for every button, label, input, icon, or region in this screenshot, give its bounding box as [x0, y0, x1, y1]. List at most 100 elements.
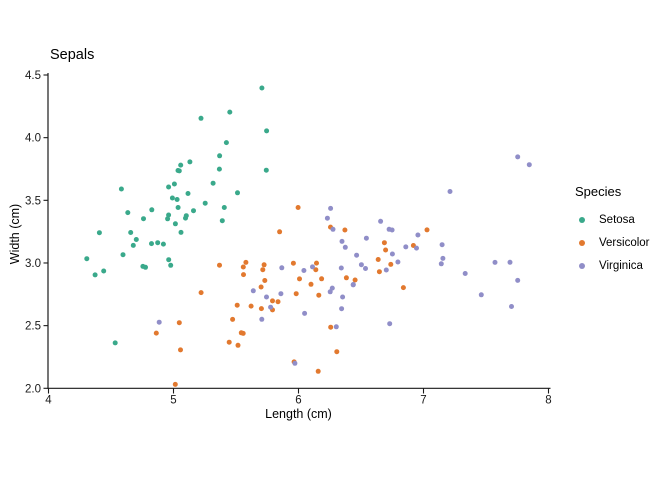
data-point-versicolor — [383, 247, 389, 253]
data-point-setosa — [168, 262, 174, 268]
data-point-versicolor — [270, 298, 275, 304]
data-point-virginica — [354, 252, 360, 258]
data-point-virginica — [439, 242, 445, 248]
legend-dot-setosa-icon — [579, 216, 585, 223]
data-point-versicolor — [235, 342, 241, 348]
data-point-virginica — [264, 294, 269, 300]
data-point-versicolor — [314, 260, 319, 266]
data-point-versicolor — [240, 264, 246, 270]
data-point-setosa — [125, 210, 131, 216]
data-point-setosa — [155, 240, 161, 246]
data-point-setosa — [191, 208, 196, 214]
data-point-versicolor — [260, 267, 266, 273]
data-point-versicolor — [248, 303, 254, 309]
data-point-versicolor — [376, 269, 382, 275]
data-point-virginica — [447, 189, 453, 194]
x-tick-label: 4 — [45, 395, 52, 407]
data-point-versicolor — [226, 339, 232, 345]
data-point-virginica — [378, 218, 384, 224]
data-point-setosa — [96, 230, 102, 236]
y-tick-label: 2.0 — [25, 383, 41, 395]
data-point-virginica — [363, 266, 368, 271]
data-point-virginica — [386, 226, 392, 232]
data-point-setosa — [160, 241, 166, 247]
data-point-setosa — [149, 207, 155, 213]
data-point-versicolor — [400, 285, 406, 291]
y-axis-label: Width (cm) — [8, 203, 22, 265]
data-point-versicolor — [424, 227, 430, 233]
data-point-virginica — [478, 292, 484, 298]
legend-title: Species — [575, 184, 622, 199]
data-point-setosa — [210, 180, 216, 186]
data-point-virginica — [414, 245, 419, 251]
data-point-setosa — [227, 109, 233, 115]
data-point-virginica — [389, 251, 395, 257]
data-point-setosa — [169, 195, 175, 201]
data-point-setosa — [149, 241, 154, 247]
data-point-versicolor — [241, 272, 246, 278]
data-point-virginica — [415, 232, 421, 238]
y-tick-label: 4.5 — [25, 70, 41, 82]
data-point-virginica — [387, 321, 393, 327]
data-point-virginica — [278, 291, 284, 297]
data-point-virginica — [292, 360, 298, 366]
data-point-versicolor — [343, 275, 349, 281]
data-point-virginica — [339, 238, 345, 244]
legend-label-virginica: Virginica — [599, 259, 643, 272]
data-point-virginica — [302, 310, 308, 316]
data-point-virginica — [338, 265, 344, 271]
data-point-virginica — [156, 319, 162, 325]
data-point-versicolor — [316, 292, 322, 298]
data-point-virginica — [403, 244, 409, 250]
data-point-versicolor — [352, 277, 358, 283]
data-point-versicolor — [328, 324, 334, 330]
data-point-versicolor — [375, 257, 381, 262]
y-tick-label: 3.0 — [25, 258, 41, 270]
data-point-virginica — [340, 294, 346, 300]
data-point-setosa — [178, 162, 184, 168]
data-point-virginica — [363, 235, 369, 241]
legend-entry-virginica: Virginica — [575, 254, 650, 277]
data-point-virginica — [327, 289, 333, 295]
data-point-virginica — [395, 259, 401, 265]
data-point-setosa — [118, 186, 124, 192]
data-point-setosa — [259, 85, 265, 91]
data-point-setosa — [166, 212, 172, 218]
data-point-setosa — [166, 257, 172, 263]
data-point-setosa — [143, 264, 148, 270]
data-point-virginica — [358, 262, 364, 268]
data-point-virginica — [438, 261, 444, 267]
data-point-setosa — [112, 340, 118, 346]
data-point-virginica — [509, 304, 514, 309]
data-point-versicolor — [388, 261, 394, 267]
data-point-setosa — [175, 205, 181, 210]
data-point-setosa — [84, 256, 90, 262]
data-point-setosa — [221, 205, 227, 210]
data-point-versicolor — [293, 291, 299, 297]
data-point-setosa — [133, 237, 139, 242]
legend-dot-virginica-icon — [579, 262, 585, 269]
data-point-setosa — [223, 140, 229, 146]
data-point-virginica — [440, 255, 446, 261]
data-point-virginica — [250, 288, 256, 294]
data-point-virginica — [342, 244, 348, 250]
data-point-versicolor — [290, 260, 296, 266]
y-tick-label: 2.5 — [25, 321, 41, 333]
data-point-setosa — [101, 268, 107, 274]
data-point-setosa — [217, 153, 223, 159]
data-point-versicolor — [176, 320, 182, 326]
x-tick-label: 7 — [420, 395, 426, 407]
data-point-setosa — [175, 168, 181, 173]
data-point-virginica — [279, 265, 285, 271]
legend-label-setosa: Setosa — [599, 213, 635, 226]
data-point-versicolor — [234, 302, 240, 308]
data-point-virginica — [526, 162, 532, 168]
data-point-setosa — [172, 221, 178, 227]
data-point-versicolor — [308, 281, 314, 287]
data-point-versicolor — [313, 267, 319, 273]
data-point-virginica — [301, 268, 307, 273]
y-tick-label: 3.5 — [25, 195, 41, 207]
data-point-setosa — [92, 272, 98, 278]
